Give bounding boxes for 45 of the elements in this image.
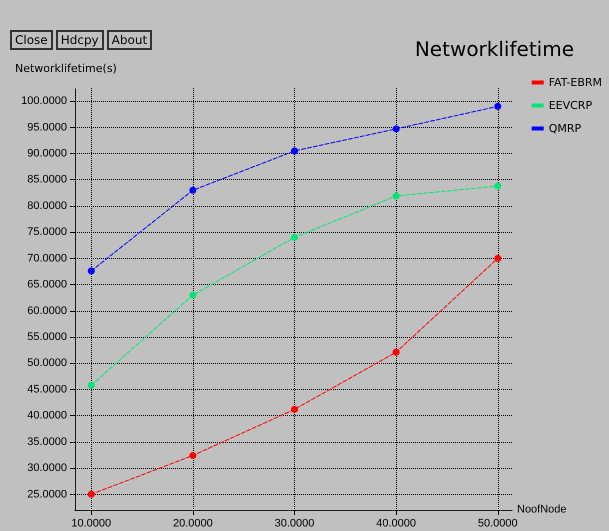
point (392, 192, 400, 200)
button: Close (10, 30, 53, 50)
y-tick-label: 50.0000 (27, 357, 67, 370)
y-tick-label: 45.0000 (27, 383, 67, 396)
y-axis-title: Networklifetime(s) (15, 62, 117, 75)
x-tick-label: 30.0000 (274, 518, 314, 530)
y-tick-label: 100.0000 (21, 95, 67, 108)
button: About (106, 30, 152, 50)
point (88, 382, 95, 389)
y-tick-label: 70.0000 (27, 252, 67, 264)
point (88, 267, 95, 274)
y-tick-label: 85.0000 (27, 174, 67, 186)
x-tick-label: 40.0000 (376, 518, 416, 530)
y-tick-label: 40.0000 (27, 410, 67, 422)
point (291, 406, 298, 413)
y-tick-label: 80.0000 (27, 200, 67, 212)
point (291, 147, 298, 154)
point (189, 452, 196, 459)
chart-title: Networklifetime (414, 37, 574, 61)
point (494, 182, 502, 190)
point (88, 490, 95, 498)
point (494, 102, 502, 110)
x-tick-label: 20.0000 (173, 518, 213, 530)
point (291, 234, 298, 241)
point (494, 254, 502, 262)
y-tick-label: 35.0000 (27, 436, 67, 448)
x-axis-title: NoofNode (517, 504, 567, 516)
legend-label: QMRP (548, 122, 582, 135)
y-tick-label: 60.0000 (27, 304, 67, 317)
legend-label: EEVCRP (548, 99, 592, 112)
y-tick-label: 95.0000 (27, 121, 67, 134)
x-tick-label: 50.0000 (478, 518, 518, 530)
point (392, 125, 400, 132)
y-tick-label: 90.0000 (27, 148, 67, 160)
point (392, 348, 400, 356)
x-tick-label: 10.0000 (71, 518, 112, 530)
y-tick-label: 55.0000 (27, 331, 67, 344)
y-tick-label: 75.0000 (27, 226, 67, 238)
button: Hdcpy (56, 30, 104, 50)
point (189, 292, 196, 299)
y-tick-label: 25.0000 (27, 488, 67, 500)
y-tick-label: 65.0000 (27, 278, 67, 291)
y-tick-label: 30.0000 (27, 462, 67, 474)
point (189, 186, 196, 194)
legend-label: FAT-EBRM (548, 76, 602, 89)
